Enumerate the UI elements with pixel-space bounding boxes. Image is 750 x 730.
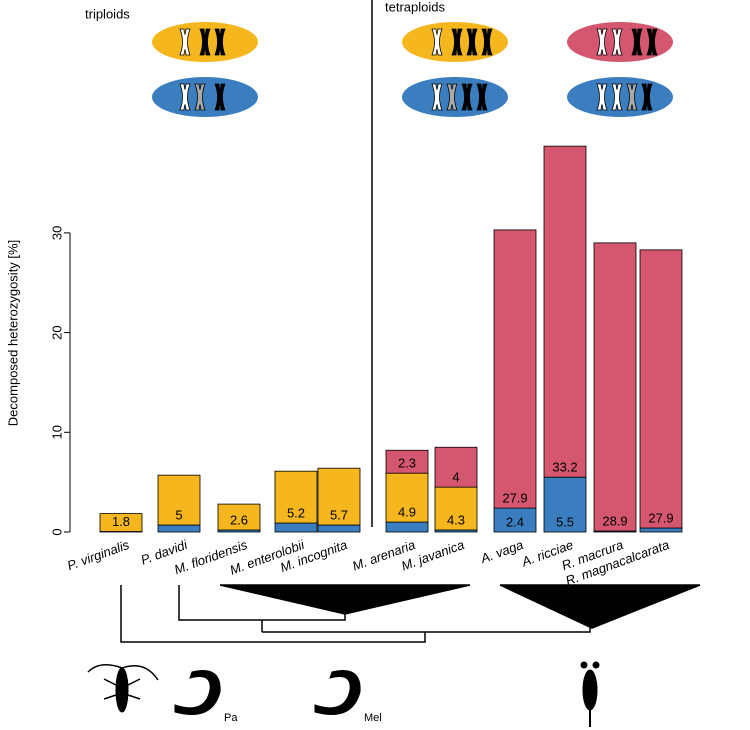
chromosome: [631, 28, 643, 56]
value-label: 4: [452, 470, 459, 485]
chromosomes: [179, 28, 658, 111]
bar-segment: [493, 229, 537, 509]
value-label: 33.2: [552, 460, 577, 475]
chromosome: [194, 83, 206, 111]
y-tick-label: 10: [49, 425, 64, 439]
value-label: 2.6: [230, 512, 248, 527]
bar-segment: [99, 513, 143, 532]
triploids-label: triploids: [85, 6, 130, 21]
chromosome: [481, 28, 493, 56]
value-label: 5.5: [556, 514, 574, 529]
bar-segment: [593, 242, 637, 532]
value-label: 4.9: [398, 504, 416, 519]
value-label: 5.7: [330, 507, 348, 522]
chromosome: [179, 28, 191, 56]
chromosome: [466, 28, 478, 56]
silhouettes: [87, 661, 600, 727]
value-label: 1.8: [112, 514, 130, 529]
bar-segment: [639, 249, 683, 529]
value-label: 2.4: [506, 514, 524, 529]
ploidy-icons: [152, 22, 673, 117]
y-axis-label: Decomposed heterozygosity [%]: [5, 240, 20, 426]
x-tick-label: P. virginalis: [65, 537, 131, 573]
bar-segment: [317, 467, 361, 526]
bar-segment: [274, 470, 318, 524]
value-label: 28.9: [602, 513, 627, 528]
chromosome: [611, 28, 623, 56]
y-tick-label: 0: [49, 528, 64, 535]
value-label: 27.9: [648, 510, 673, 525]
chromosome: [431, 28, 443, 56]
bar-segment: [385, 521, 429, 533]
phylogeny: [120, 584, 701, 643]
chromosome: [461, 83, 473, 111]
bar-segment: [274, 522, 318, 533]
chromosome: [626, 83, 638, 111]
chromosome: [596, 83, 608, 111]
chromosome: [179, 83, 191, 111]
chromosome: [641, 83, 653, 111]
bar-segment: [157, 474, 201, 526]
bar-segment: [385, 472, 429, 523]
chromosome: [611, 83, 623, 111]
value-label: 27.9: [502, 491, 527, 506]
value-label: 2.3: [398, 456, 416, 471]
y-tick-label: 20: [49, 325, 64, 339]
tetraploids-label: tetraploids: [385, 0, 445, 14]
bar-segment: [217, 503, 261, 531]
chromosome: [476, 83, 488, 111]
bar-segment: [543, 476, 587, 533]
y-tick-label: 30: [49, 226, 64, 240]
bar-segment: [317, 524, 361, 533]
chromosome: [214, 83, 226, 111]
chromosome: [214, 28, 226, 56]
x-tick-label: A. vaga: [478, 537, 526, 567]
pa-label: Pa: [224, 712, 238, 724]
bar-segment: [434, 446, 478, 488]
chromosome: [431, 83, 443, 111]
bar-segment: [385, 449, 429, 474]
chromosome: [199, 28, 211, 56]
bar-segment: [639, 527, 683, 533]
chromosome: [646, 28, 658, 56]
value-label: 5.2: [287, 505, 305, 520]
chromosome: [446, 83, 458, 111]
chromosome: [451, 28, 463, 56]
value-label: 5: [175, 507, 182, 522]
mel-label: Mel: [364, 712, 382, 724]
bar-segment: [157, 524, 201, 533]
chromosome: [596, 28, 608, 56]
bar-segment: [543, 145, 587, 478]
value-label: 4.3: [447, 512, 465, 527]
